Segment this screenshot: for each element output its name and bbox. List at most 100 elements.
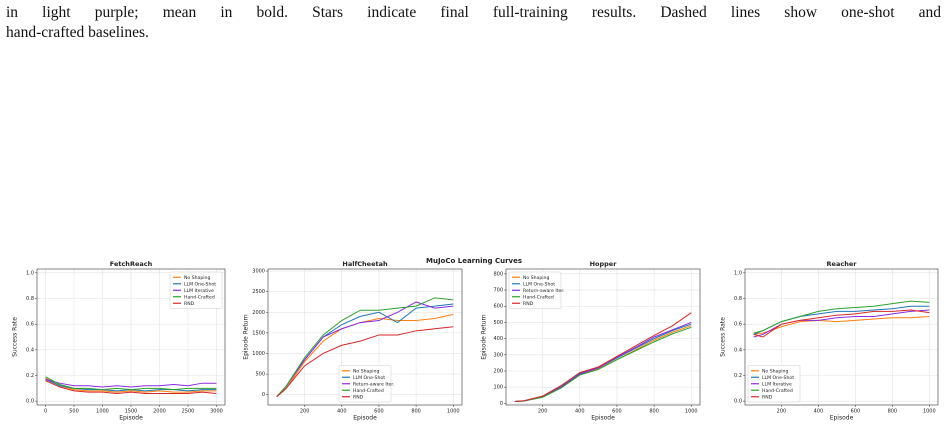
series-line <box>276 301 454 398</box>
y-tick-label: 0.8 <box>734 296 742 302</box>
legend-label: Hand-Crafted <box>184 294 215 300</box>
legend-label: No Shaping <box>762 368 788 374</box>
y-tick-label: 0.8 <box>26 296 34 302</box>
x-tick-label: 1000 <box>923 409 936 415</box>
legend-label: Return-aware Iter. <box>523 288 564 294</box>
y-tick-label: 3000 <box>252 269 265 275</box>
x-tick-label: 500 <box>69 409 79 415</box>
y-tick-label: 700 <box>493 288 503 294</box>
subplot-title: HalfCheetah <box>342 260 388 268</box>
x-tick-label: 800 <box>411 409 421 415</box>
x-axis-label: Episode <box>591 415 615 422</box>
y-tick-label: 500 <box>255 372 265 378</box>
legend-label: Hand-Crafted <box>353 388 384 394</box>
y-tick-label: 500 <box>493 320 503 326</box>
y-tick-label: 1500 <box>252 330 265 336</box>
caption-line: in light purple; mean in bold. Stars ind… <box>6 4 941 21</box>
x-tick-label: 0 <box>44 409 47 415</box>
y-axis-label: Episode Return <box>481 314 488 360</box>
series-line <box>514 312 692 402</box>
y-tick-label: 200 <box>493 369 503 375</box>
x-tick-label: 2500 <box>182 409 195 415</box>
x-tick-label: 400 <box>337 409 347 415</box>
legend-box <box>508 271 562 309</box>
legend-box <box>338 365 392 403</box>
y-tick-label: 0 <box>500 401 503 407</box>
x-axis-label: Episode <box>830 415 854 422</box>
x-tick-label: 2000 <box>153 409 166 415</box>
y-tick-label: 0 <box>262 392 265 398</box>
series-line <box>45 377 217 393</box>
x-tick-label: 400 <box>575 409 585 415</box>
legend-label: LLM One-Shot <box>523 281 555 287</box>
y-tick-label: 2500 <box>252 289 265 295</box>
x-tick-label: 1000 <box>447 409 460 415</box>
series-line <box>753 309 930 338</box>
legend-label: RND <box>523 301 534 307</box>
legend-label: RND <box>184 301 195 307</box>
series-line <box>753 309 930 338</box>
x-tick-label: 600 <box>612 409 622 415</box>
legend-label: RND <box>762 394 773 400</box>
x-tick-label: 600 <box>851 409 861 415</box>
legend-label: LLM One-Shot <box>762 375 794 381</box>
y-tick-label: 0.0 <box>734 399 742 405</box>
x-axis-label: Episode <box>353 415 377 422</box>
series-line <box>45 380 217 394</box>
y-tick-label: 1000 <box>252 351 265 357</box>
x-tick-label: 200 <box>777 409 787 415</box>
y-axis-label: Episode Return <box>243 314 250 360</box>
legend-label: No Shaping <box>523 275 549 281</box>
series-line <box>514 326 692 402</box>
legend-box <box>169 271 223 309</box>
y-tick-label: 600 <box>493 304 503 310</box>
axes-frame <box>505 268 701 406</box>
y-tick-label: 1.0 <box>734 270 742 276</box>
y-tick-label: 400 <box>493 336 503 342</box>
caption-line: hand-crafted baselines. <box>6 24 149 41</box>
y-tick-label: 1.0 <box>26 270 34 276</box>
legend-label: No Shaping <box>353 368 379 374</box>
x-tick-label: 800 <box>649 409 659 415</box>
legend-label: Hand-Crafted <box>523 294 554 300</box>
series-line <box>276 297 454 398</box>
y-axis-label: Success Rate <box>720 317 727 357</box>
series-line <box>45 376 217 391</box>
y-tick-label: 800 <box>493 271 503 277</box>
y-tick-label: 100 <box>493 385 503 391</box>
legend-label: RND <box>353 394 364 400</box>
series-line <box>45 378 217 388</box>
x-tick-label: 400 <box>814 409 824 415</box>
y-tick-label: 0.4 <box>26 347 34 353</box>
x-tick-label: 200 <box>538 409 548 415</box>
y-tick-label: 2000 <box>252 310 265 316</box>
series-line <box>276 326 454 398</box>
legend-label: Hand-Crafted <box>762 388 793 394</box>
legend-label: LLM Iterative <box>762 381 792 387</box>
y-tick-label: 0.2 <box>734 373 742 379</box>
legend-label: LLM One-Shot <box>353 375 385 381</box>
x-tick-label: 1500 <box>125 409 138 415</box>
y-tick-label: 0.6 <box>734 322 742 328</box>
y-axis-label: Success Rate <box>12 317 19 357</box>
legend-label: No Shaping <box>184 275 210 281</box>
x-tick-label: 800 <box>888 409 898 415</box>
legend-label: Return-aware Iter. <box>353 381 394 387</box>
y-tick-label: 0.6 <box>26 322 34 328</box>
axes-frame <box>744 268 939 406</box>
subplot-title: FetchReach <box>110 260 153 268</box>
x-tick-label: 200 <box>300 409 310 415</box>
y-tick-label: 300 <box>493 352 503 358</box>
y-tick-label: 0.2 <box>26 373 34 379</box>
legend-label: LLM Iterative <box>184 288 214 294</box>
y-tick-label: 0.0 <box>26 399 34 405</box>
legend-label: LLM One-Shot <box>184 281 216 287</box>
y-tick-label: 0.4 <box>734 347 742 353</box>
subplot-title: Reacher <box>827 260 858 268</box>
x-tick-label: 3000 <box>210 409 223 415</box>
series-line <box>753 300 930 334</box>
x-axis-label: Episode <box>119 415 143 422</box>
axes-frame <box>267 268 463 406</box>
